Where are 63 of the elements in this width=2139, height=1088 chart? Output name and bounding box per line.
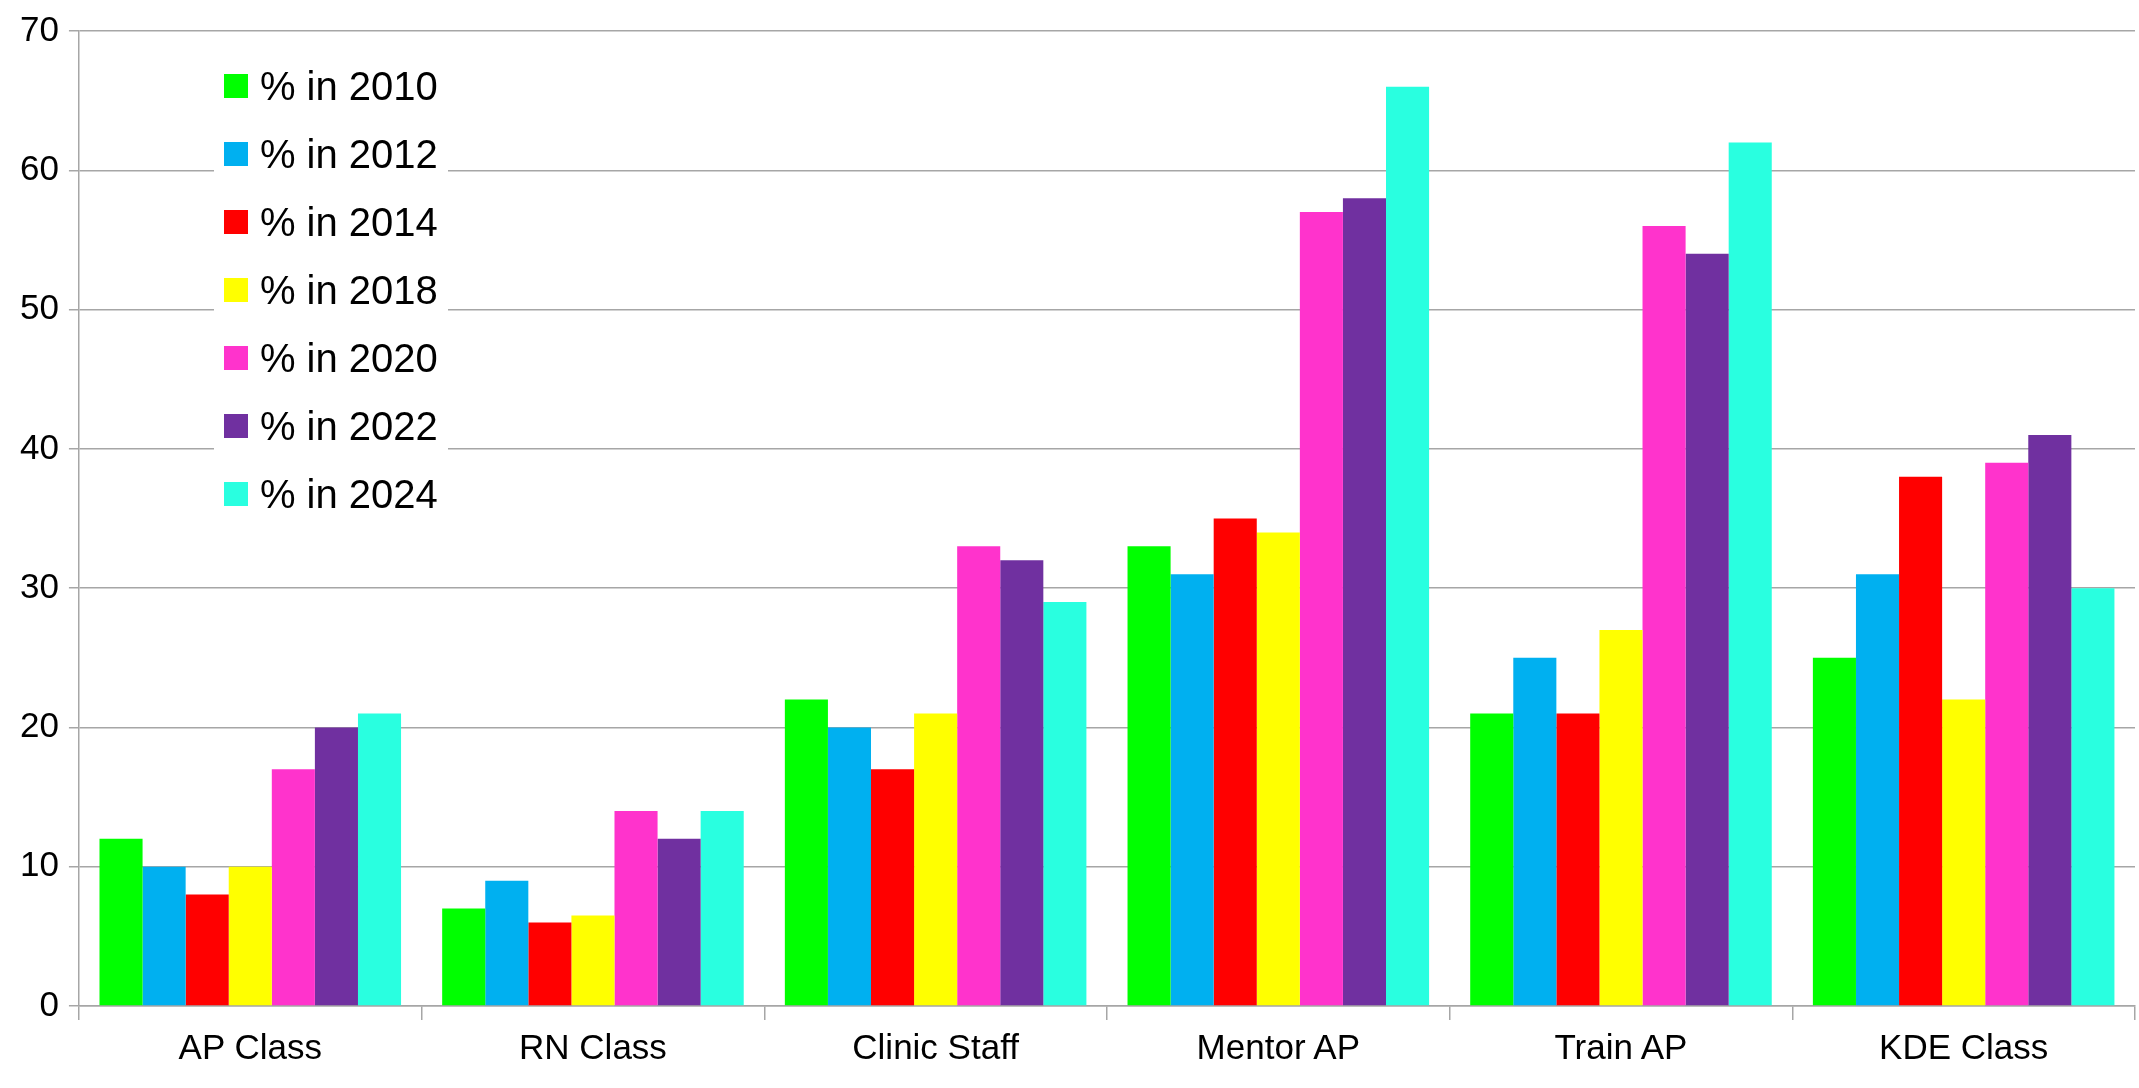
bar: [314, 727, 358, 1006]
bar: [1000, 560, 1044, 1006]
y-tick-label: 30: [19, 565, 59, 605]
legend-label: % in 2022: [259, 403, 438, 449]
bar: [1170, 574, 1214, 1006]
bar: [442, 908, 486, 1006]
x-tick-label: AP Class: [178, 1026, 322, 1066]
bar: [1685, 253, 1729, 1006]
x-tick-label: RN Class: [519, 1026, 667, 1066]
bar: [357, 713, 402, 1006]
legend-label: % in 2010: [259, 63, 438, 109]
bar: [1942, 699, 1986, 1006]
bar: [914, 713, 958, 1006]
x-tick-label: Train AP: [1554, 1026, 1688, 1066]
y-tick-label: 20: [19, 705, 59, 745]
x-tick-label: Clinic Staff: [852, 1026, 1020, 1066]
legend-label: % in 2024: [259, 471, 438, 517]
bar: [99, 838, 143, 1006]
y-tick-label: 40: [19, 426, 59, 466]
bar: [1043, 602, 1087, 1006]
bar: [2071, 588, 2115, 1006]
bar: [957, 546, 1001, 1006]
legend-label: % in 2012: [259, 131, 438, 177]
bar: [485, 880, 529, 1006]
bar: [1386, 86, 1430, 1006]
bar: [1513, 657, 1557, 1006]
y-tick-label: 0: [39, 983, 59, 1023]
bar: [1642, 226, 1686, 1006]
bar: [1470, 713, 1514, 1006]
y-tick-label: 50: [19, 287, 59, 327]
bar: [1855, 574, 1900, 1006]
bar: [1556, 713, 1600, 1006]
y-tick-label: 10: [19, 844, 59, 884]
bar: [1899, 476, 1943, 1006]
y-tick-label: 60: [19, 147, 59, 187]
bar: [571, 915, 615, 1006]
bar: [827, 727, 872, 1006]
bar: [271, 769, 315, 1006]
x-tick-label: Mentor AP: [1196, 1026, 1361, 1066]
bar: [528, 922, 572, 1006]
bar: [784, 699, 828, 1006]
legend-label: % in 2018: [259, 267, 438, 313]
bar: [657, 838, 701, 1006]
bar: [700, 811, 744, 1006]
bar: [1728, 142, 1772, 1006]
bar: [142, 866, 186, 1006]
y-tick-label: 70: [19, 8, 59, 48]
bar: [1256, 532, 1300, 1006]
bar: [1127, 546, 1171, 1006]
bar: [1299, 212, 1343, 1006]
bar: [2028, 434, 2072, 1006]
bar: [614, 811, 658, 1006]
bar: [1213, 518, 1257, 1006]
bar: [1985, 462, 2029, 1006]
bar: [1599, 629, 1643, 1006]
legend-label: % in 2020: [259, 335, 438, 381]
bar: [228, 866, 272, 1006]
bar: [1812, 657, 1856, 1006]
bar: [1342, 198, 1386, 1006]
bar: [871, 769, 915, 1006]
x-tick-label: KDE Class: [1879, 1026, 2049, 1066]
legend-label: % in 2014: [259, 199, 438, 245]
bar: [185, 894, 229, 1006]
